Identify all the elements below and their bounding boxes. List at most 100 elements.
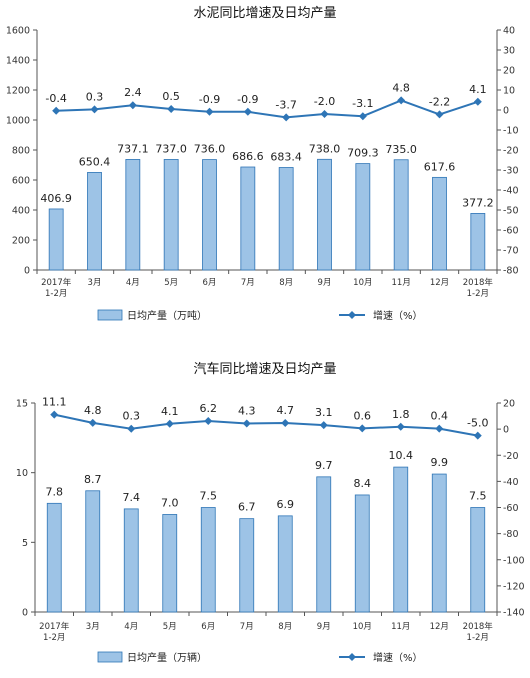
cement-left-tick-label: 1400 (6, 56, 30, 67)
cement-right-tick-label: 0 (503, 106, 509, 117)
cement-growth-value-label: 4.1 (469, 83, 487, 96)
auto-bar (470, 507, 486, 613)
cement-growth-value-label: -0.4 (45, 92, 66, 105)
cement-right-tick-label: 20 (503, 66, 515, 77)
cement-bar-value-label: 737.0 (155, 142, 187, 155)
auto-growth-value-label: 0.6 (354, 409, 372, 422)
auto-left-tick-label: 15 (16, 399, 28, 410)
cement-growth-point (435, 110, 444, 119)
auto-chart-svg: 汽车同比增速及日均产量 0 5 10 15 -140 -120 -100 -80 -60 -40 -2… (16, 361, 525, 664)
cement-bar-value-label: 737.1 (117, 142, 149, 155)
auto-right-tick-label: 20 (503, 399, 515, 410)
auto-bar-value-label: 7.0 (161, 496, 179, 509)
auto-bar (354, 494, 370, 613)
auto-growth-point (358, 424, 367, 433)
auto-chart-title: 汽车同比增速及日均产量 (193, 361, 336, 377)
auto-left-tick-label: 10 (16, 468, 28, 479)
cement-bar (163, 159, 179, 271)
auto-bar-value-label: 9.9 (431, 456, 449, 469)
cement-right-tick-label: -30 (503, 166, 519, 177)
cement-left-tick-label: 1600 (6, 26, 30, 37)
auto-growth-value-label: 0.3 (123, 410, 141, 423)
auto-growth-point (396, 422, 405, 431)
cement-left-tick-label: 1000 (6, 116, 30, 127)
auto-category-label: 2018年 (463, 621, 494, 632)
cement-right-tick-label: -80 (503, 266, 519, 277)
auto-growth-point (50, 410, 59, 419)
auto-growth-point (242, 419, 251, 428)
cement-left-tick-label: 200 (12, 236, 30, 247)
cement-bar (125, 159, 141, 271)
cement-left-tick-label: 1200 (6, 86, 30, 97)
auto-bar (123, 508, 139, 613)
cement-bar-value-label: 683.4 (270, 150, 302, 163)
auto-growth-value-label: -5.0 (467, 417, 488, 430)
cement-category-label: 1-2月 (45, 289, 67, 299)
auto-growth-value-label: 3.1 (315, 406, 333, 419)
auto-growth-point (435, 424, 444, 433)
auto-bar-value-label: 7.5 (469, 490, 487, 503)
cement-right-tick-label: -40 (503, 186, 519, 197)
auto-category-label: 10月 (353, 622, 372, 632)
cement-growth-point (243, 107, 252, 116)
auto-legend-line-label: 增速（%） (373, 651, 423, 664)
cement-category-label: 3月 (88, 278, 102, 288)
auto-category-label: 2017年 (39, 621, 70, 632)
auto-category-label: 8月 (278, 622, 292, 632)
cement-bar (278, 167, 294, 271)
cement-bar-value-label: 736.0 (194, 143, 226, 156)
auto-growth-value-label: 4.3 (238, 405, 256, 418)
cement-growth-point (358, 112, 367, 121)
cement-bar (393, 159, 409, 271)
cement-bar (87, 172, 102, 271)
cement-growth-value-label: -3.1 (352, 97, 373, 110)
auto-bar (393, 466, 409, 613)
cement-category-label: 12月 (430, 278, 449, 288)
auto-bar-value-label: 8.4 (354, 477, 372, 490)
cement-bar (470, 213, 486, 271)
auto-left-tick-label: 5 (22, 538, 28, 549)
cement-chart-title: 水泥同比增速及日均产量 (193, 6, 336, 21)
cement-right-tick-label: 10 (503, 86, 515, 97)
cement-right-tick-label: 40 (503, 26, 515, 37)
auto-growth-point (473, 431, 482, 440)
auto-bar (239, 518, 255, 613)
cement-growth-point (473, 97, 482, 106)
auto-left-tick-label: 0 (22, 608, 28, 619)
auto-category-label: 1-2月 (467, 633, 489, 643)
cement-right-tick-label: -10 (503, 126, 519, 137)
cement-bar-value-label: 406.9 (40, 192, 72, 205)
auto-category-label: 6月 (201, 622, 215, 632)
auto-right-tick-label: -40 (503, 477, 519, 488)
cement-legend-bar-swatch (97, 309, 123, 321)
auto-bar (85, 490, 101, 613)
auto-growth-point (281, 418, 290, 427)
auto-bar-value-label: 7.8 (46, 485, 64, 498)
auto-growth-value-label: 1.8 (392, 408, 410, 421)
cement-left-tick-label: 800 (12, 146, 30, 157)
cement-category-label: 1-2月 (467, 289, 489, 299)
auto-legend-line-marker (348, 653, 356, 661)
auto-category-label: 1-2月 (43, 633, 65, 643)
auto-growth-point (319, 421, 328, 430)
auto-growth-value-label: 4.1 (161, 405, 179, 418)
cement-growth-value-label: 0.3 (86, 90, 104, 103)
auto-growth-point (127, 424, 136, 433)
auto-right-tick-label: -120 (503, 581, 525, 592)
auto-bar (162, 514, 178, 613)
auto-growth-value-label: 4.8 (84, 404, 102, 417)
cement-bar (240, 166, 256, 271)
auto-right-tick-label: -100 (503, 555, 525, 566)
auto-growth-point (88, 418, 97, 427)
cement-bar-value-label: 377.2 (462, 196, 494, 209)
auto-category-label: 12月 (430, 622, 449, 632)
auto-category-label: 4月 (124, 622, 138, 632)
auto-bar (200, 507, 216, 613)
auto-legend-bar-label: 日均产量（万辆） (127, 651, 207, 664)
cement-growth-point (320, 110, 329, 118)
auto-right-tick-label: -60 (503, 503, 519, 514)
cement-left-tick-label: 400 (12, 206, 30, 217)
cement-category-label: 11月 (392, 278, 411, 288)
cement-category-label: 8月 (279, 278, 293, 288)
cement-right-tick-label: -20 (503, 146, 519, 157)
